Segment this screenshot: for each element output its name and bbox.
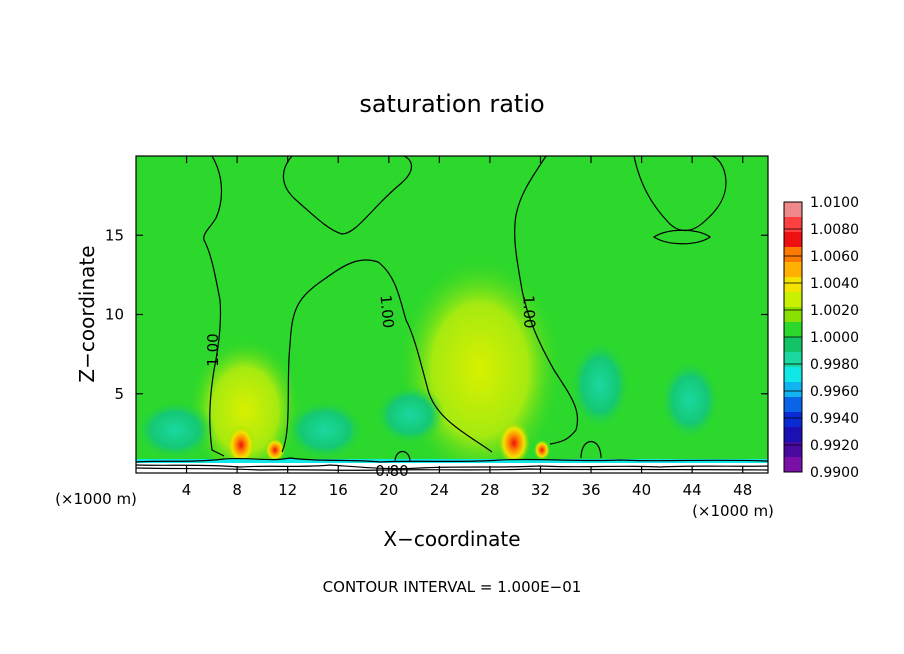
cool-region-4 bbox=[570, 340, 630, 430]
contour-label: 0.80 bbox=[375, 462, 408, 480]
x-axis: 4 8 12 16 20 24 28 32 36 40 44 48 bbox=[182, 156, 752, 499]
contour-ground-1 bbox=[136, 457, 768, 463]
colorbar-swatch bbox=[784, 427, 802, 443]
colorbar-swatch bbox=[784, 367, 802, 383]
x-tick-label: 44 bbox=[683, 481, 702, 499]
chart-title: saturation ratio bbox=[359, 90, 544, 118]
colorbar-label: 1.0080 bbox=[810, 222, 859, 238]
x-tick-label: 24 bbox=[430, 481, 449, 499]
colorbar-swatch bbox=[784, 202, 802, 218]
colorbar-label: 1.0020 bbox=[810, 303, 859, 319]
y-tick-label: 5 bbox=[114, 385, 124, 403]
contour-lines bbox=[136, 156, 768, 471]
colorbar-swatch bbox=[784, 442, 802, 458]
colorbar-swatch bbox=[784, 277, 802, 293]
colorbar-label: 0.9960 bbox=[810, 384, 859, 400]
contour-ground-3 bbox=[136, 467, 768, 471]
x-tick-label: 16 bbox=[329, 481, 348, 499]
colorbar-label: 1.0100 bbox=[810, 195, 859, 211]
cool-region-1 bbox=[136, 400, 215, 460]
colorbar-label: 0.9900 bbox=[810, 465, 859, 481]
contour-label: 1.00 bbox=[204, 333, 222, 366]
contour-right bbox=[514, 156, 579, 445]
colorbar-swatch bbox=[784, 457, 802, 473]
hot-spot-2 bbox=[265, 438, 285, 462]
y-axis: 5 10 15 bbox=[105, 226, 768, 403]
plot-area bbox=[136, 156, 768, 473]
y-tick-label: 15 bbox=[105, 226, 124, 244]
cool-region-5 bbox=[660, 360, 720, 440]
colorbar-swatch bbox=[784, 247, 802, 263]
x-tick-label: 4 bbox=[182, 481, 192, 499]
hot-spot-1 bbox=[227, 425, 255, 465]
colorbar-swatch bbox=[784, 307, 802, 323]
contour-left bbox=[203, 156, 225, 457]
colorbar-swatch bbox=[784, 262, 802, 278]
colorbar-swatch bbox=[784, 352, 802, 368]
x-axis-unit-left: (×1000 m) bbox=[55, 490, 137, 508]
contour-blob-2 bbox=[580, 440, 602, 459]
x-tick-label: 28 bbox=[480, 481, 499, 499]
colorbar-swatch bbox=[784, 292, 802, 308]
colorbar-swatch bbox=[784, 382, 802, 398]
surface-band-white bbox=[136, 463, 768, 473]
x-tick-label: 8 bbox=[232, 481, 242, 499]
hot-spot-3 bbox=[498, 421, 530, 465]
x-tick-label: 12 bbox=[278, 481, 297, 499]
contour-label: 1.00 bbox=[519, 295, 538, 329]
colorbar: 1.0100 1.0080 1.0060 1.0040 1.0020 1.0000 0.99… bbox=[783, 195, 859, 481]
cool-region-3 bbox=[375, 385, 445, 445]
colorbar-label: 0.9980 bbox=[810, 357, 859, 373]
cool-region-2 bbox=[285, 400, 365, 460]
x-tick-label: 20 bbox=[379, 481, 398, 499]
contour-ellipse bbox=[652, 229, 712, 245]
colorbar-swatch bbox=[784, 217, 802, 233]
x-axis-label: X−coordinate bbox=[383, 527, 520, 551]
colorbar-swatch bbox=[784, 337, 802, 353]
colorbar-label: 1.0000 bbox=[810, 330, 859, 346]
y-axis-label: Z−coordinate bbox=[75, 245, 99, 382]
colorbar-swatch bbox=[784, 397, 802, 413]
hot-spot-4 bbox=[534, 440, 550, 460]
y-tick-label: 10 bbox=[105, 306, 124, 324]
colorbar-swatch bbox=[784, 412, 802, 428]
contour-label-group: 1.00 1.00 1.00 0.80 bbox=[204, 294, 539, 480]
colorbar-label: 1.0060 bbox=[810, 249, 859, 265]
colorbar-swatch bbox=[784, 322, 802, 338]
x-tick-label: 40 bbox=[632, 481, 651, 499]
contour-interval-text: CONTOUR INTERVAL = 1.000E−01 bbox=[323, 578, 582, 596]
colorbar-label: 1.0040 bbox=[810, 276, 859, 292]
contour-mid bbox=[281, 259, 493, 453]
colorbar-label: 0.9920 bbox=[810, 438, 859, 454]
contour-label: 1.00 bbox=[377, 294, 398, 329]
surface-band-cyan bbox=[136, 459, 768, 465]
x-tick-label: 48 bbox=[733, 481, 752, 499]
contour-far-right bbox=[633, 156, 727, 231]
contour-blob-1 bbox=[394, 450, 411, 463]
x-axis-unit-right: (×1000 m) bbox=[692, 502, 774, 520]
colorbar-label: 0.9940 bbox=[810, 411, 859, 427]
x-tick-label: 36 bbox=[581, 481, 600, 499]
contour-upper-loop bbox=[282, 156, 413, 235]
x-tick-label: 32 bbox=[531, 481, 550, 499]
colorbar-swatch bbox=[784, 232, 802, 248]
contour-ground-2 bbox=[136, 464, 768, 470]
